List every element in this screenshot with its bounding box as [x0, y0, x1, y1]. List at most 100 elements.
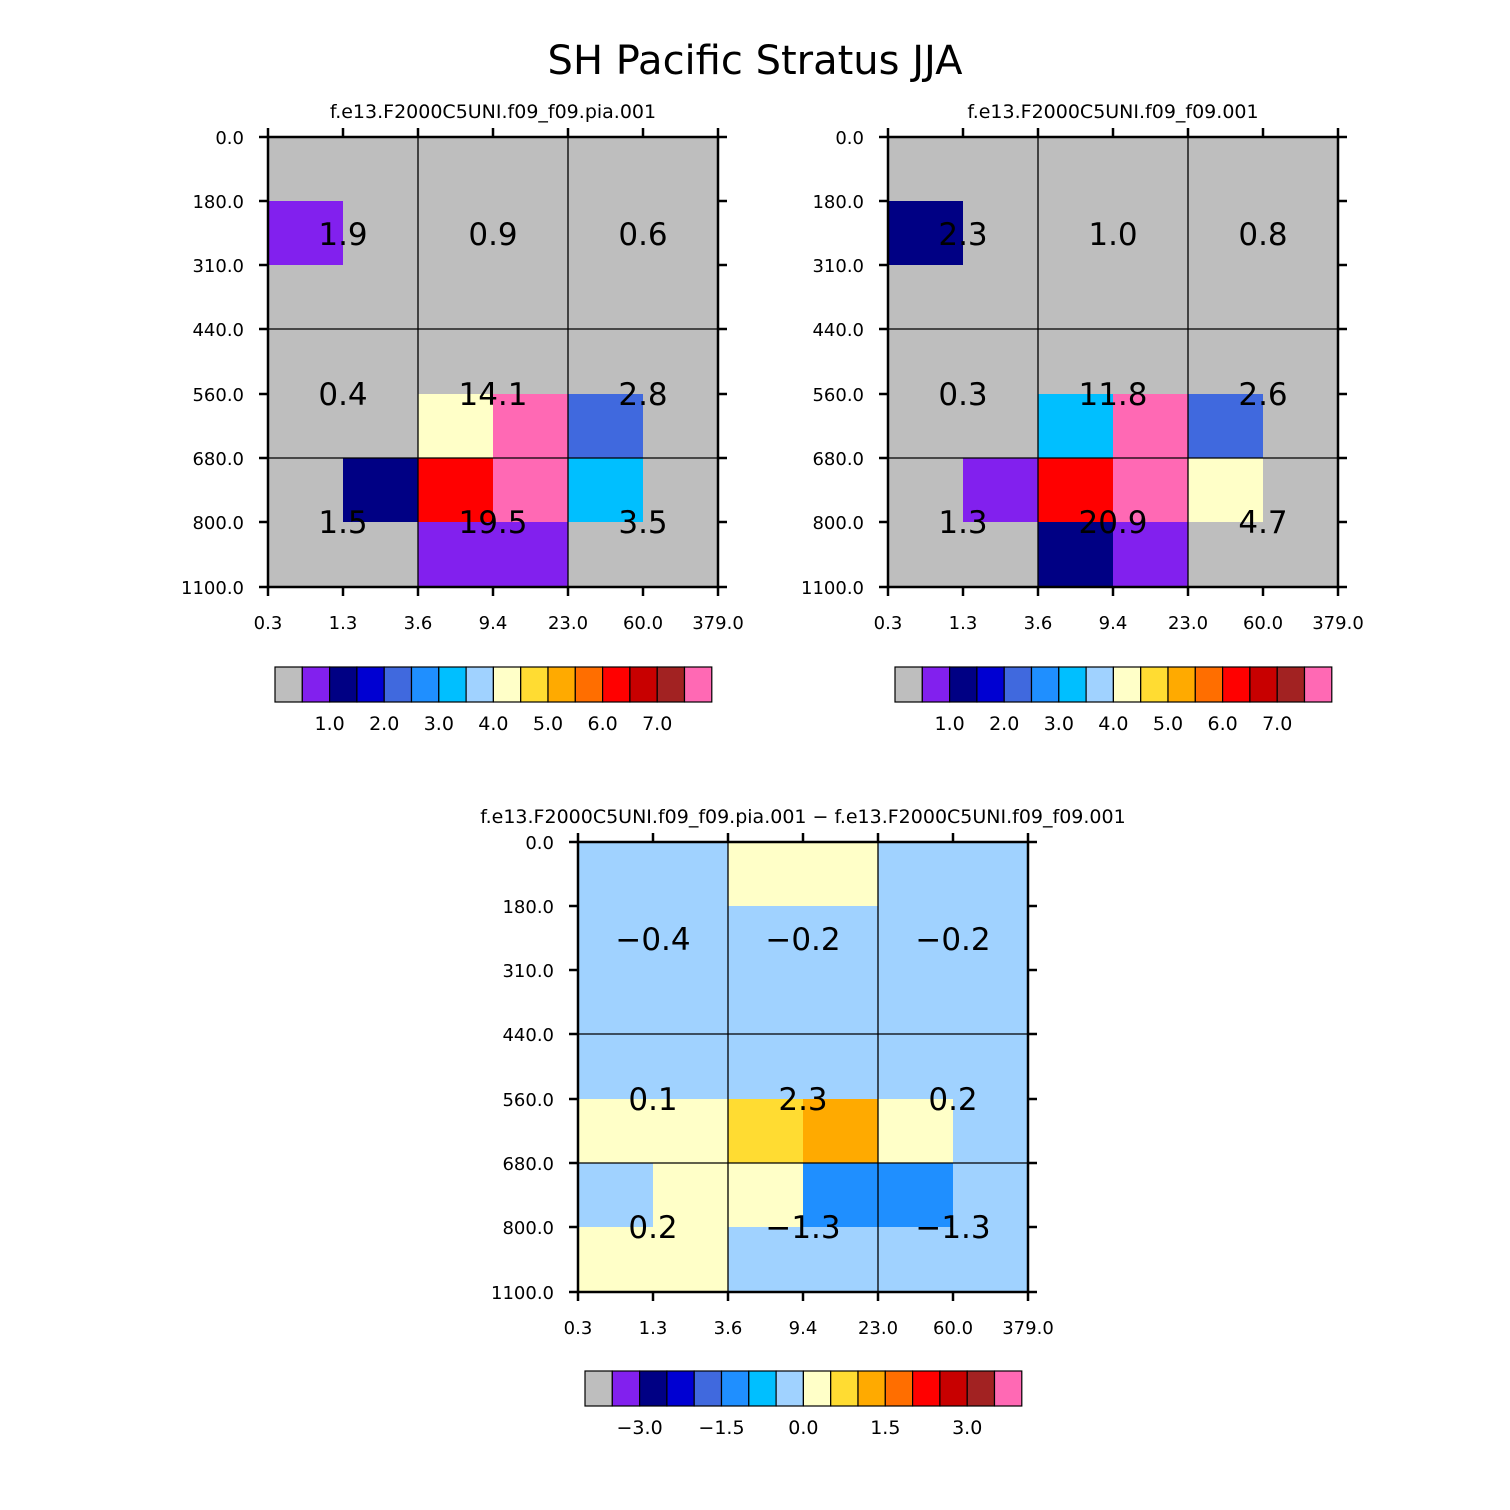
colorbar-label: −3.0	[617, 1417, 663, 1439]
heatmap-cell	[418, 137, 494, 202]
x-tick-label: 1.3	[329, 613, 358, 634]
colorbar-box	[1085, 666, 1114, 703]
heatmap-cell	[803, 1227, 879, 1293]
heatmap-cell	[1263, 394, 1339, 459]
heatmap-cell	[1263, 137, 1339, 202]
heatmap-cell	[888, 394, 964, 459]
heatmap-cell	[568, 265, 644, 330]
heatmap-cell	[963, 458, 1039, 523]
heatmap-cell	[728, 970, 804, 1035]
heatmap-cell	[728, 842, 804, 907]
panel-b: f.e13.F2000C5UNI.f09_f09.001 0.0 180.0 310.…	[801, 101, 1364, 735]
colorbar-box	[356, 666, 385, 703]
colorbar-box	[465, 666, 495, 703]
y-tick-label: 0.0	[835, 128, 864, 149]
x-tick-label: 9.4	[479, 613, 508, 634]
cell-value-label: 1.0	[1088, 217, 1137, 253]
heatmap-cell	[963, 201, 1039, 266]
figure-title: SH Pacific Stratus JJA	[548, 38, 964, 84]
panel-title: f.e13.F2000C5UNI.f09_f09.pia.001	[330, 101, 656, 123]
x-tick-label: 1.3	[639, 1318, 668, 1339]
x-tick-label: 1.3	[949, 613, 978, 634]
heatmap-cell	[418, 201, 494, 266]
y-tick-label: 680.0	[812, 449, 864, 470]
cell-value-label: 0.2	[928, 1082, 977, 1118]
cell-value-label: 0.2	[628, 1210, 677, 1246]
heatmap-cell	[568, 458, 644, 523]
heatmap-cell	[343, 201, 419, 266]
colorbar-label: −1.5	[698, 1417, 744, 1439]
heatmap-cell	[878, 842, 954, 907]
heatmap-cell	[493, 329, 569, 395]
heatmap-cell	[568, 201, 644, 266]
colorbar-box	[329, 666, 358, 703]
y-tick-label: 1100.0	[181, 578, 244, 599]
heatmap-cell	[878, 906, 954, 971]
cell-value-label: 14.1	[458, 377, 527, 413]
colorbar-label: 6.0	[1207, 713, 1237, 735]
x-tick-label: 0.3	[254, 613, 283, 634]
heatmap-cell	[343, 458, 419, 523]
heatmap-cell	[953, 906, 1029, 971]
heatmap-cell	[343, 265, 419, 330]
cell-value-label: 0.1	[628, 1082, 677, 1118]
heatmap-cell	[963, 265, 1039, 330]
y-tick-label: 0.0	[525, 833, 554, 854]
x-tick-label: 9.4	[1099, 613, 1128, 634]
heatmap-cell	[493, 522, 569, 588]
heatmap-cell	[878, 1099, 954, 1164]
colorbar-label: 3.0	[952, 1417, 982, 1439]
heatmap-cell	[418, 458, 494, 523]
heatmap-cell	[953, 842, 1029, 907]
y-tick-label: 680.0	[192, 449, 244, 470]
y-tick-label: 310.0	[502, 961, 554, 982]
heatmap-cell	[1038, 201, 1114, 266]
heatmap-cell	[803, 1163, 879, 1228]
cell-value-label: −1.3	[915, 1210, 990, 1246]
panel-title: f.e13.F2000C5UNI.f09_f09.pia.001 − f.e13…	[480, 806, 1125, 828]
heatmap-cell	[888, 201, 964, 266]
heatmap-cell	[578, 1163, 654, 1228]
cell-value-label: 2.3	[938, 217, 987, 253]
y-tick-label: 440.0	[812, 320, 864, 341]
heatmap-cell	[1113, 329, 1189, 395]
colorbar-label: 2.0	[989, 713, 1019, 735]
colorbar-box	[884, 1370, 914, 1407]
colorbar-box	[948, 666, 978, 703]
x-tick-label: 60.0	[1243, 613, 1283, 634]
heatmap-cell	[953, 1099, 1029, 1164]
heatmap-cell	[653, 1099, 729, 1164]
cell-value-label: 2.8	[618, 377, 667, 413]
colorbar-label: 1.0	[934, 713, 964, 735]
colorbar-box	[911, 1370, 941, 1407]
heatmap-cell	[578, 1227, 654, 1293]
colorbar: −3.0 −1.5 0.0 1.5 3.0	[584, 1370, 1023, 1439]
y-tick-label: 1100.0	[491, 1283, 554, 1304]
colorbar-label: 3.0	[424, 713, 454, 735]
heatmap-cell	[643, 137, 719, 202]
heatmap-cell	[1188, 265, 1264, 330]
heatmap-cell	[568, 522, 644, 588]
heatmap-cell	[878, 1034, 954, 1100]
heatmap-cell	[888, 522, 964, 588]
heatmap-cell	[1113, 394, 1189, 459]
x-tick-label: 3.6	[404, 613, 433, 634]
y-tick-label: 440.0	[502, 1025, 554, 1046]
cell-value-label: −0.2	[765, 922, 840, 958]
heatmap-cell	[1188, 201, 1264, 266]
colorbar-box	[1276, 666, 1306, 703]
x-tick-label: 3.6	[1024, 613, 1053, 634]
colorbar-box	[1194, 666, 1224, 703]
heatmap-cell	[1188, 394, 1264, 459]
colorbar-box	[1112, 666, 1142, 703]
heatmap-cell	[568, 329, 644, 395]
cell-value-label: 11.8	[1078, 377, 1147, 413]
heatmap-cell	[653, 842, 729, 907]
x-tick-label: 379.0	[1002, 1318, 1054, 1339]
heatmap-cell	[268, 329, 344, 395]
colorbar-box	[438, 666, 467, 703]
heatmap-cell	[878, 1227, 954, 1293]
colorbar-box	[547, 666, 576, 703]
heatmap-cell	[963, 522, 1039, 588]
colorbar-label: 1.5	[870, 1417, 900, 1439]
